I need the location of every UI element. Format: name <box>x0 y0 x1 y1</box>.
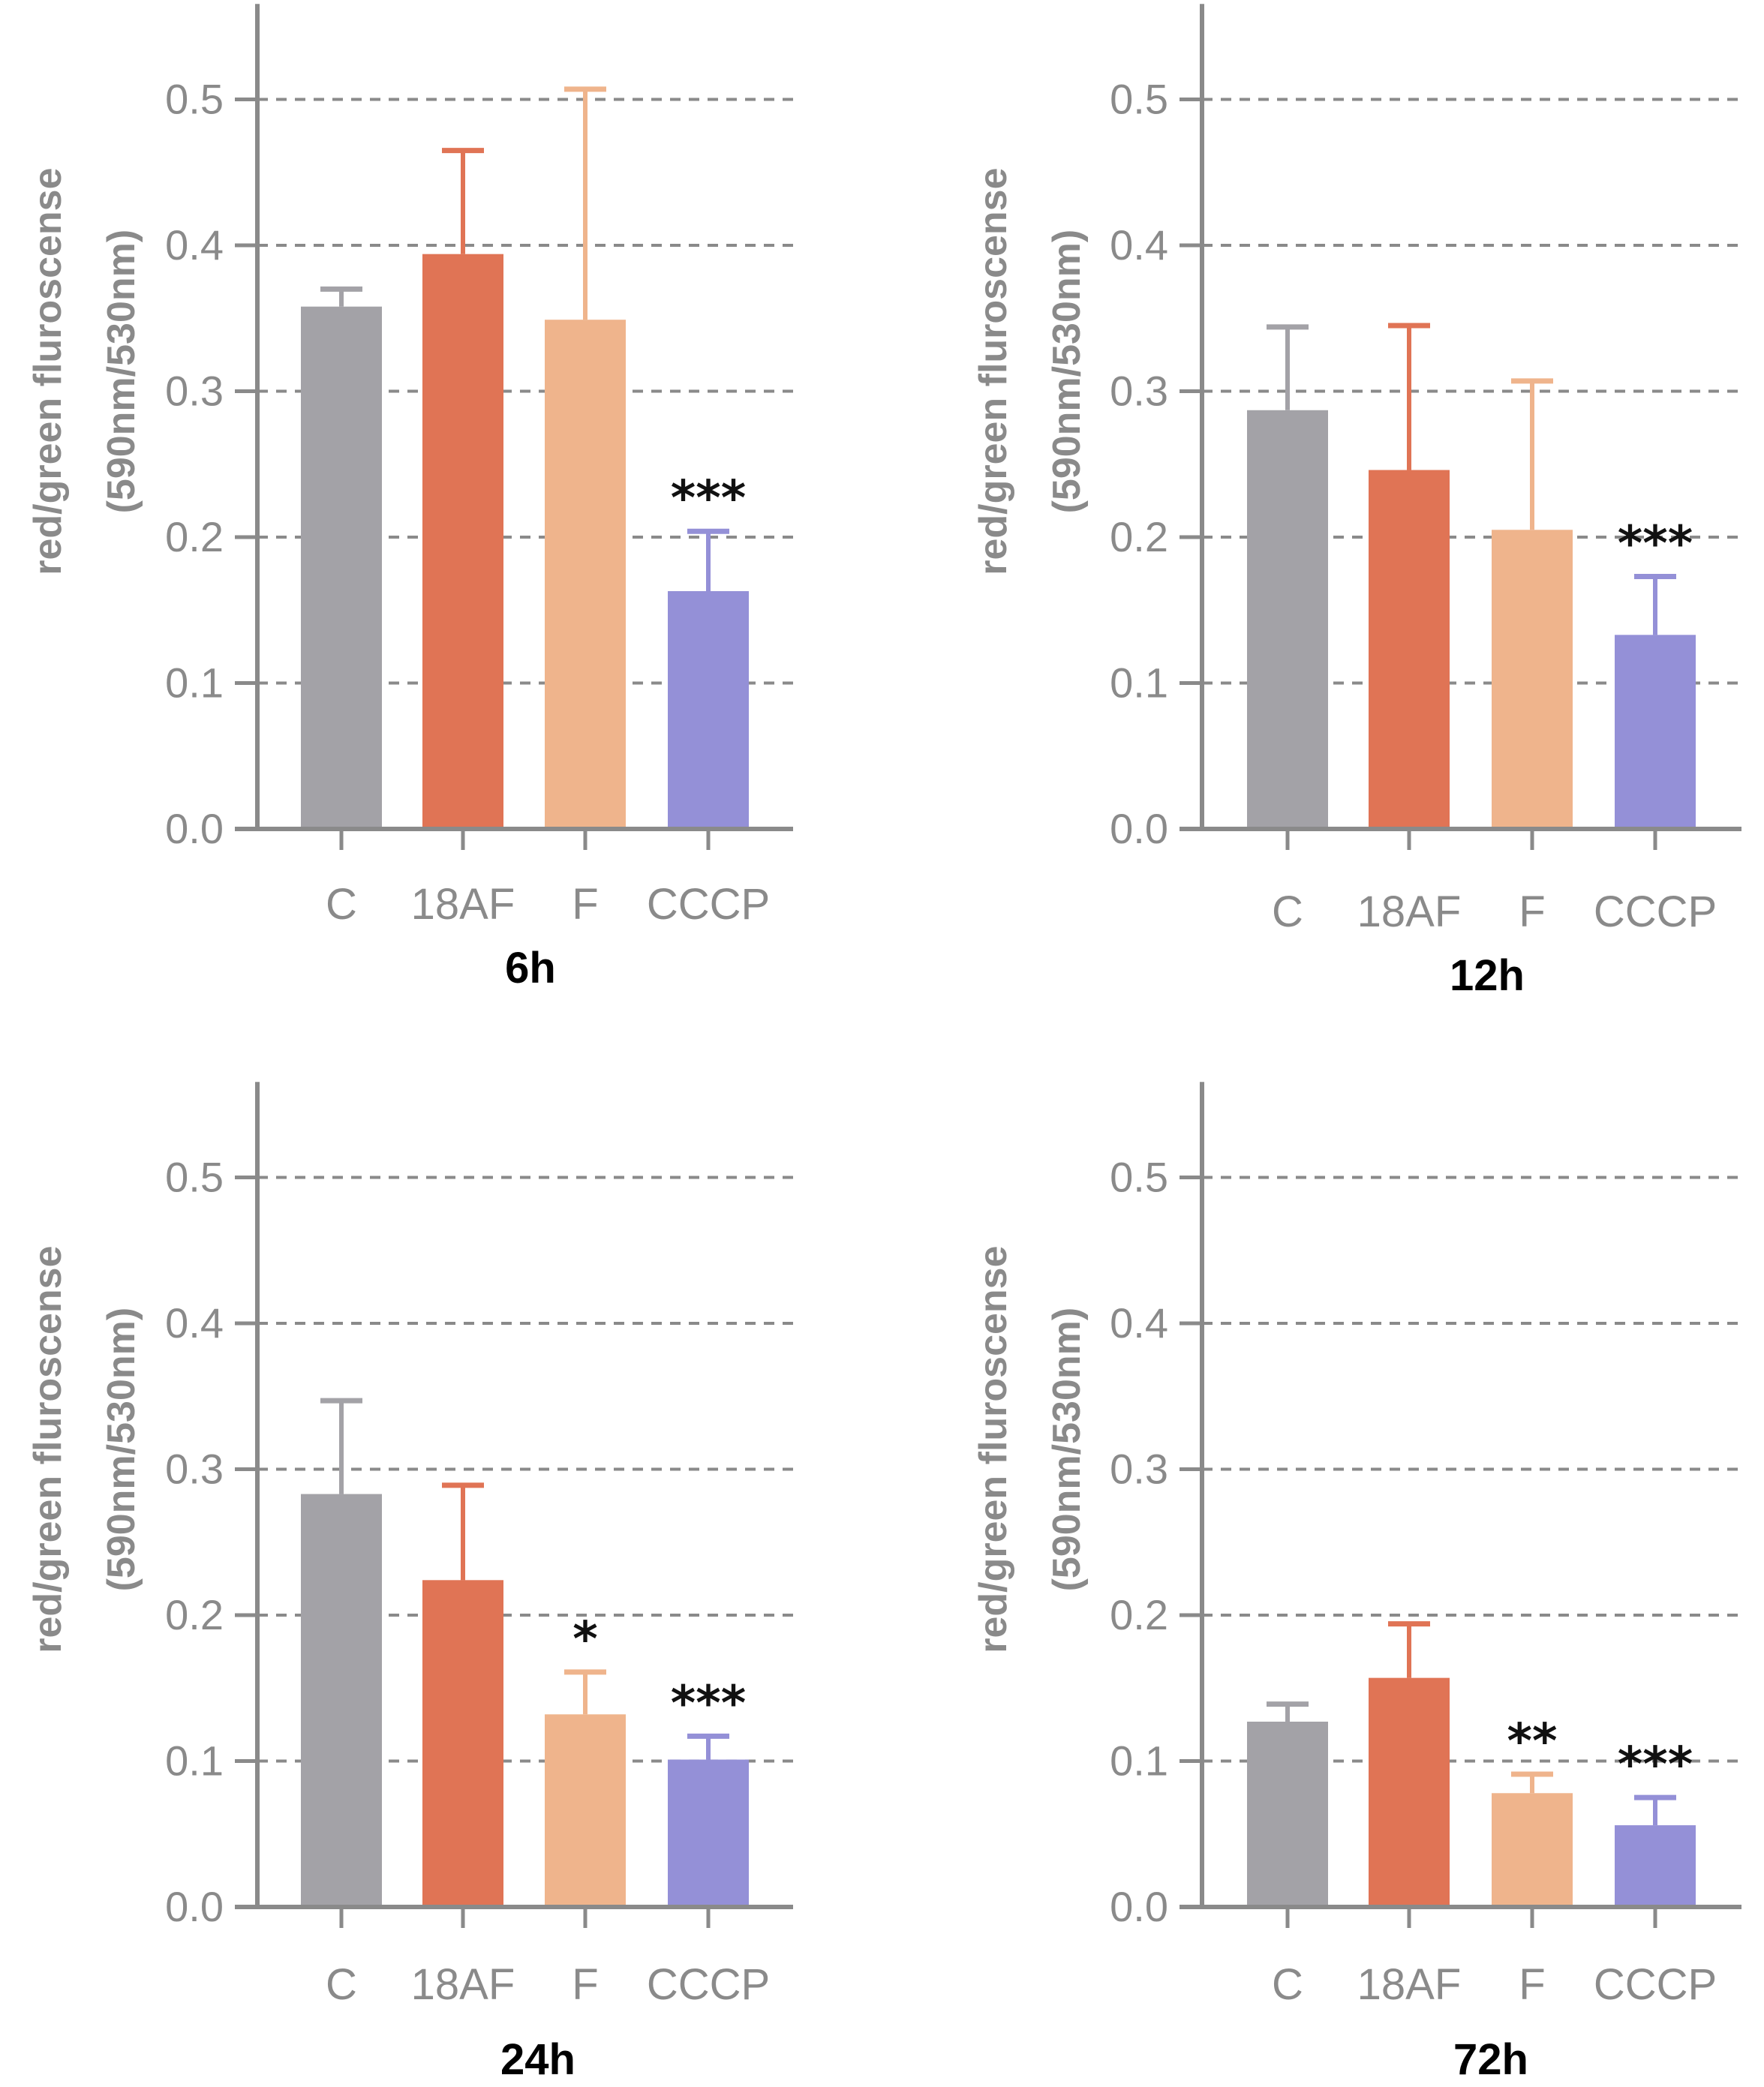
panel-24h: C 18AF * F *** CCCP 0.0 0.1 0.2 0.3 0.4 0.5 red/gree… <box>26 1082 793 2084</box>
category-label-c: C <box>326 1960 357 2009</box>
category-label-18af: 18AF <box>411 880 515 929</box>
category-label-f: F <box>1519 887 1545 936</box>
significance-cccp: *** <box>671 1676 746 1731</box>
significance-cccp: *** <box>1618 517 1693 572</box>
category-label-cccp: CCCP <box>1594 1960 1717 2009</box>
category-label-18af: 18AF <box>411 1960 515 2009</box>
bar-f <box>545 320 626 829</box>
significance-f: * <box>572 1612 597 1668</box>
panel-title: 6h <box>505 944 556 992</box>
y-tick-label: 0.5 <box>165 76 224 123</box>
y-axis-label-line1: red/green fluroscense <box>26 1245 70 1653</box>
bar-18af <box>422 1580 503 1907</box>
y-axis-label-line2: (590nm/530nm) <box>1045 230 1089 514</box>
y-axis-label-line2: (590nm/530nm) <box>100 1308 143 1592</box>
bar-cccp <box>668 590 749 829</box>
category-label-f: F <box>572 880 598 929</box>
y-tick-label: 0.2 <box>1110 513 1168 560</box>
y-tick-label: 0.2 <box>165 1591 224 1638</box>
y-axis-label-line1: red/green fluroscense <box>26 167 70 575</box>
bar-cccp <box>1615 635 1696 829</box>
bar-cccp <box>668 1759 749 1907</box>
category-label-cccp: CCCP <box>647 880 770 929</box>
panel-title: 12h <box>1450 951 1525 1000</box>
y-tick-label: 0.1 <box>165 659 224 707</box>
y-tick-label: 0.5 <box>165 1154 224 1201</box>
y-tick-label: 0.0 <box>1110 805 1168 852</box>
bar-c <box>301 306 382 829</box>
panel-6h: C 18AF F *** CCCP 0.0 0.1 0.2 0.3 0.4 0.5 red/green… <box>26 4 793 992</box>
bar-f <box>1492 530 1573 829</box>
bar-c <box>1247 1721 1328 1907</box>
y-tick-label: 0.3 <box>1110 1446 1168 1493</box>
y-tick-label: 0.3 <box>1110 368 1168 415</box>
bar-18af <box>1369 1677 1450 1907</box>
y-axis-label-line1: red/green fluroscense <box>972 1245 1015 1653</box>
y-axis-label-line2: (590nm/530nm) <box>1045 1308 1089 1592</box>
y-tick-label: 0.5 <box>1110 1154 1168 1201</box>
y-tick-label: 0.0 <box>165 805 224 852</box>
y-tick-label: 0.4 <box>165 221 224 269</box>
y-tick-label: 0.1 <box>1110 659 1168 707</box>
y-tick-label: 0.5 <box>1110 76 1168 123</box>
y-tick-label: 0.4 <box>1110 221 1168 269</box>
bar-18af <box>1369 470 1450 829</box>
y-tick-label: 0.3 <box>165 368 224 415</box>
category-label-18af: 18AF <box>1357 887 1462 936</box>
y-tick-label: 0.0 <box>165 1883 224 1930</box>
y-tick-label: 0.0 <box>1110 1883 1168 1930</box>
y-tick-label: 0.3 <box>165 1446 224 1493</box>
significance-f: ** <box>1507 1714 1558 1770</box>
bar-f <box>545 1714 626 1907</box>
category-label-c: C <box>1272 1960 1303 2009</box>
panel-title: 72h <box>1453 2035 1528 2084</box>
panel-title: 24h <box>500 2035 575 2084</box>
y-tick-label: 0.1 <box>165 1737 224 1785</box>
category-label-c: C <box>1272 887 1303 936</box>
y-tick-label: 0.4 <box>1110 1299 1168 1347</box>
bar-c <box>1247 410 1328 829</box>
bar-f <box>1492 1793 1573 1907</box>
bar-18af <box>422 254 503 829</box>
category-label-f: F <box>572 1960 598 2009</box>
significance-cccp: *** <box>1618 1737 1693 1793</box>
y-tick-label: 0.1 <box>1110 1737 1168 1785</box>
category-label-cccp: CCCP <box>647 1960 770 2009</box>
category-label-c: C <box>326 880 357 929</box>
y-tick-label: 0.2 <box>165 513 224 560</box>
category-label-18af: 18AF <box>1357 1960 1462 2009</box>
y-tick-label: 0.2 <box>1110 1591 1168 1638</box>
category-label-f: F <box>1519 1960 1545 2009</box>
panel-12h: C 18AF F *** CCCP 0.0 0.1 0.2 0.3 0.4 0.5 red/green… <box>972 4 1741 1000</box>
panel-72h: C 18AF ** F *** CCCP 0.0 0.1 0.2 0.3 0.4 0.5 red/gre… <box>972 1082 1741 2084</box>
y-tick-label: 0.4 <box>165 1299 224 1347</box>
category-label-cccp: CCCP <box>1594 887 1717 936</box>
bar-c <box>301 1494 382 1907</box>
significance-cccp: *** <box>671 471 746 527</box>
y-axis-label-line1: red/green fluroscense <box>972 167 1015 575</box>
y-axis-label-line2: (590nm/530nm) <box>100 230 143 514</box>
bar-cccp <box>1615 1825 1696 1907</box>
